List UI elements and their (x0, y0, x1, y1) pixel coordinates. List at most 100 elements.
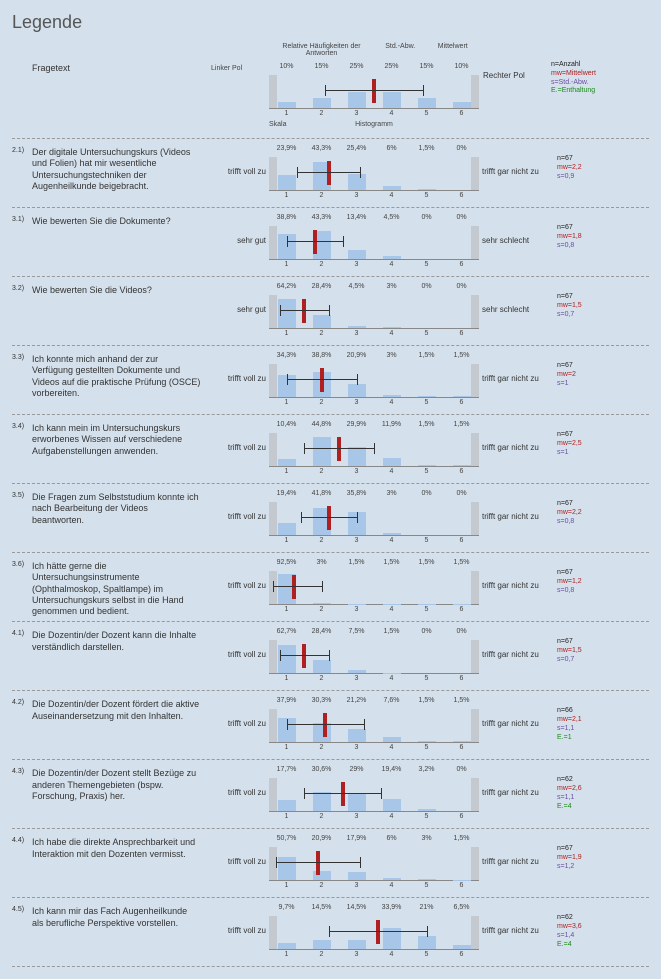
x-tick: 6 (444, 399, 479, 406)
pct-label: 10% (444, 63, 479, 75)
x-tick: 2 (304, 399, 339, 406)
pct-label: 43,3% (304, 145, 339, 157)
histogram-chart: 62,7%28,4%7,5%1,5%0%0%123456 (269, 628, 479, 686)
x-tick: 6 (444, 813, 479, 820)
pct-label: 3% (374, 352, 409, 364)
x-tick: 5 (409, 813, 444, 820)
bar (278, 102, 296, 108)
right-pole: trifft gar nicht zu (479, 835, 551, 866)
question-number: 3.2) (12, 283, 32, 292)
question-number: 4.3) (12, 766, 32, 775)
bar (383, 878, 401, 881)
pct-label: 3% (304, 559, 339, 571)
legend-n: n=Anzahl (551, 61, 631, 70)
pct-label: 6% (374, 835, 409, 847)
x-tick: 1 (269, 951, 304, 958)
error-cap (423, 85, 424, 96)
bar (383, 458, 401, 466)
stat-s: s=1,4 (557, 932, 611, 941)
x-tick: 3 (339, 261, 374, 268)
legend-right-pole: Rechter Pol (479, 43, 551, 80)
error-cap (280, 650, 281, 661)
legend-top-rel: Relative Häufigkeiten der Antworten (269, 43, 374, 57)
bar (453, 945, 471, 949)
bar (348, 174, 366, 190)
x-tick: 3 (339, 468, 374, 475)
pct-label: 1,5% (409, 697, 444, 709)
bar (418, 741, 436, 742)
error-cap (322, 581, 323, 592)
pct-label: 0% (409, 628, 444, 640)
x-tick: 6 (444, 110, 479, 117)
bar (348, 729, 366, 743)
stat-n: n=67 (557, 155, 611, 164)
pct-label: 1,5% (374, 559, 409, 571)
error-cap (297, 167, 298, 178)
pct-label: 1,5% (444, 835, 479, 847)
x-tick: 3 (339, 951, 374, 958)
x-tick: 5 (409, 192, 444, 199)
stat-s: s=0,7 (557, 656, 611, 665)
legend-stats: n=Anzahl mw=Mittelwert s=Std.-Abw. E.=En… (551, 43, 631, 96)
pct-label: 1,5% (444, 697, 479, 709)
x-tick: 6 (444, 744, 479, 751)
legend-left-pole: Linker Pol (211, 65, 242, 72)
x-tick: 4 (374, 330, 409, 337)
x-tick: 2 (304, 882, 339, 889)
pct-label: 0% (444, 766, 479, 778)
right-pole: trifft gar nicht zu (479, 628, 551, 659)
bar (313, 660, 331, 673)
stat-n: n=67 (557, 638, 611, 647)
question-text: Die Dozentin/der Dozent stellt Bezüge zu… (32, 766, 207, 802)
bar (383, 799, 401, 811)
stat-mw: mw=1,9 (557, 854, 611, 863)
histogram-chart: 92,5%3%1,5%1,5%1,5%1,5%123456 (269, 559, 479, 617)
x-tick: 2 (304, 192, 339, 199)
error-bar (273, 586, 322, 587)
stats-block: n=67mw=2s=1 (551, 352, 611, 388)
histogram-chart: 64,2%28,4%4,5%3%0%0%123456 (269, 283, 479, 341)
error-bar (325, 90, 423, 91)
bar (453, 880, 471, 881)
stat-n: n=67 (557, 845, 611, 854)
pct-label: 25% (374, 63, 409, 75)
right-pole: trifft gar nicht zu (479, 145, 551, 176)
pct-label: 3% (409, 835, 444, 847)
pct-label: 25,4% (339, 145, 374, 157)
error-cap (364, 719, 365, 730)
pct-label: 38,8% (269, 214, 304, 226)
histogram-chart: 50,7%20,9%17,9%6%3%1,5%123456 (269, 835, 479, 893)
bar (348, 940, 366, 949)
question-text: Die Dozentin/der Dozent fördert die akti… (32, 697, 207, 722)
stat-mw: mw=2,5 (557, 440, 611, 449)
pct-label: 17,7% (269, 766, 304, 778)
legend-top-mw: Mittelwert (427, 43, 480, 57)
pct-label: 6,5% (444, 904, 479, 916)
x-tick: 1 (269, 110, 304, 117)
stat-e: E.=4 (557, 803, 611, 812)
x-tick: 6 (444, 468, 479, 475)
x-tick: 1 (269, 675, 304, 682)
x-tick: 6 (444, 951, 479, 958)
bar (278, 857, 296, 880)
bar (348, 670, 366, 673)
pct-label: 21,2% (339, 697, 374, 709)
x-tick: 6 (444, 330, 479, 337)
x-tick: 4 (374, 744, 409, 751)
pct-label: 1,5% (409, 559, 444, 571)
x-tick: 2 (304, 813, 339, 820)
x-tick: 6 (444, 192, 479, 199)
stat-s: s=1,1 (557, 725, 611, 734)
histogramm-label: Histogramm (293, 121, 455, 128)
pct-label: 41,8% (304, 490, 339, 502)
bar (313, 723, 331, 742)
stat-n: n=62 (557, 914, 611, 923)
left-pole: trifft voll zu (207, 145, 269, 176)
x-tick: 4 (374, 110, 409, 117)
pct-label: 1,5% (444, 352, 479, 364)
bar (348, 326, 366, 328)
x-tick: 3 (339, 330, 374, 337)
question-row: 3.1)Wie bewerten Sie die Dokumente?sehr … (12, 208, 649, 277)
x-tick: 5 (409, 951, 444, 958)
bar (278, 175, 296, 190)
